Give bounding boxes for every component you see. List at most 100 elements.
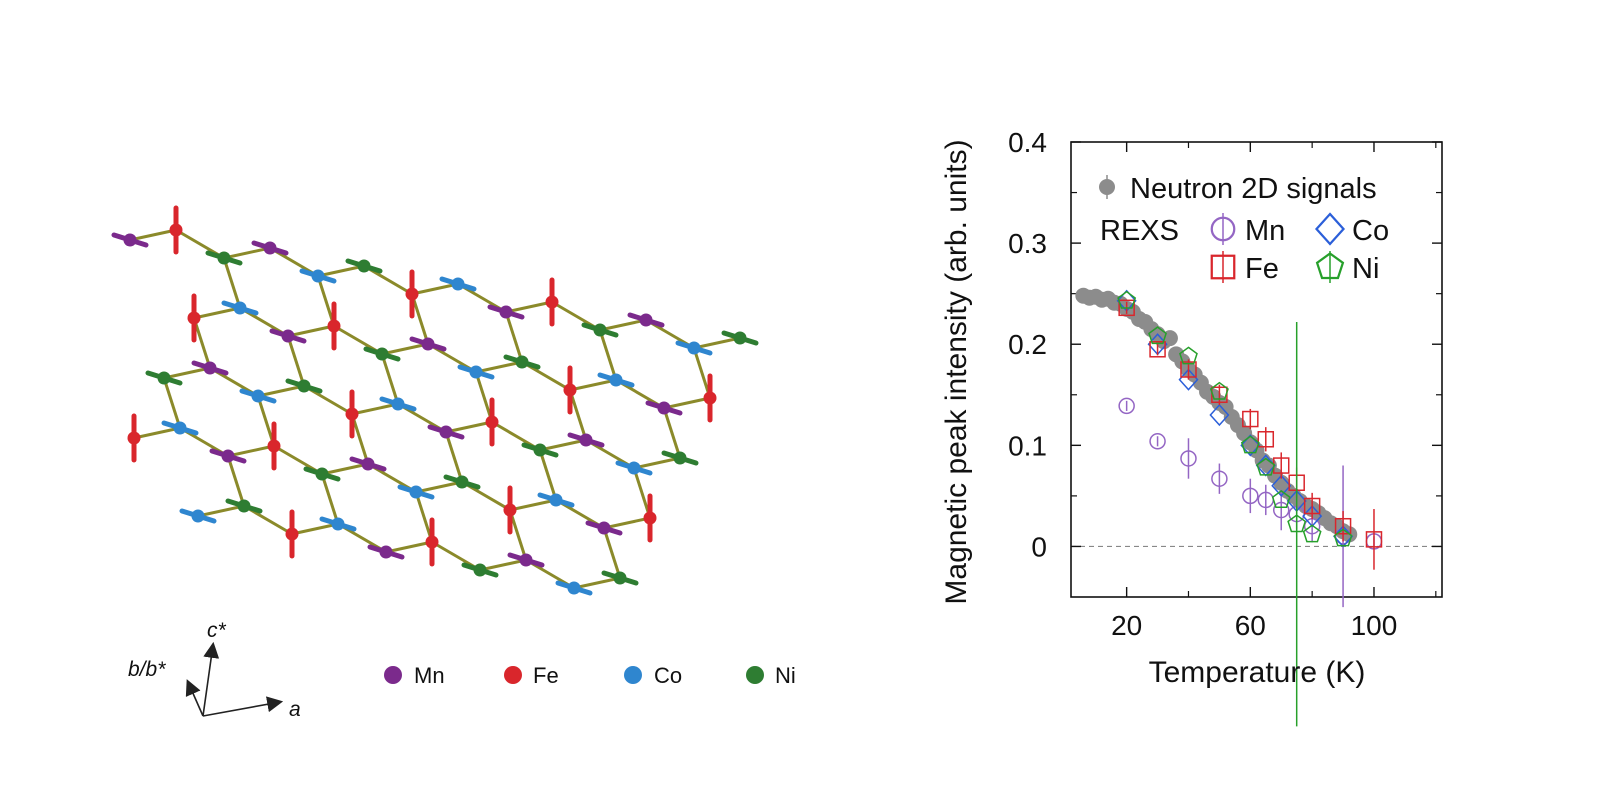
atom-ni xyxy=(357,259,371,273)
atom-fe xyxy=(267,439,281,453)
atom-mn xyxy=(361,457,375,471)
atom-co xyxy=(191,509,205,523)
legend-label-co: Co xyxy=(1352,215,1389,247)
data-point xyxy=(1334,517,1352,535)
fe-sphere-icon xyxy=(504,666,522,684)
lattice-bond xyxy=(538,449,558,501)
axis-a-arrow xyxy=(202,696,284,717)
atom-fe xyxy=(169,223,183,237)
axis-ticks: 0 0.1 0.2 0.3 0.4 20 60 100 xyxy=(1008,127,1442,641)
atom-fe xyxy=(327,319,341,333)
ni-sphere-icon xyxy=(746,666,764,684)
lattice-bond xyxy=(351,402,399,416)
atom-co xyxy=(451,277,465,291)
atom-ni xyxy=(315,467,329,481)
atom-co xyxy=(567,581,581,595)
atom-fe xyxy=(345,407,359,421)
axis-c-arrow xyxy=(202,641,220,717)
legend-item-mn: Mn xyxy=(384,663,445,688)
legend-marker-co xyxy=(1314,212,1346,246)
atom-mn xyxy=(379,545,393,559)
legend-marker-ni xyxy=(1315,251,1345,283)
honeycomb-lattice-diagram: a c* b/b* Mn Fe Co Ni xyxy=(111,205,796,721)
atom-co xyxy=(609,373,623,387)
atom-ni xyxy=(157,371,171,385)
axis-c-label: c* xyxy=(207,619,227,642)
data-marks xyxy=(1075,287,1383,727)
plot-border xyxy=(1070,141,1443,598)
legend-label-fe: Fe xyxy=(1245,253,1279,285)
legend-group-label-rexs: REXS xyxy=(1100,215,1179,247)
atom-mn xyxy=(499,305,513,319)
atom-co xyxy=(627,461,641,475)
atom-co xyxy=(409,485,423,499)
atom-ni xyxy=(733,331,747,345)
lattice-bond xyxy=(602,527,622,579)
lattice-bond xyxy=(508,509,528,561)
lattice-bond xyxy=(509,498,557,512)
atom-fe xyxy=(503,503,517,517)
y-tick-label: 0.4 xyxy=(1008,127,1047,158)
y-tick-label: 0.3 xyxy=(1008,228,1047,259)
lattice-bond xyxy=(316,275,336,327)
lattice-bond xyxy=(504,311,524,363)
lattice-bond xyxy=(286,335,306,387)
data-point xyxy=(1209,403,1230,427)
lattice-bond xyxy=(381,342,429,356)
lattice-bond xyxy=(573,576,621,590)
data-point xyxy=(1179,346,1198,365)
legend-item-ni: Ni xyxy=(746,663,796,688)
lattice-bond xyxy=(192,317,212,369)
atom-fe xyxy=(405,287,419,301)
series-neutron-2d-signals xyxy=(1075,287,1358,543)
atom-ni xyxy=(237,499,251,513)
series-fe xyxy=(1118,299,1383,570)
lattice-bond xyxy=(193,306,241,320)
atom-ni xyxy=(593,323,607,337)
atom-ni xyxy=(375,347,389,361)
axis-a-label: a xyxy=(289,698,301,721)
lattice-bond xyxy=(569,378,617,392)
axis-b-label: b/b* xyxy=(128,658,166,681)
legend-label-mn: Mn xyxy=(414,663,445,688)
atom-mn xyxy=(519,553,533,567)
data-point xyxy=(1148,326,1167,345)
data-point xyxy=(1365,531,1383,548)
data-point xyxy=(1209,381,1229,400)
lattice-bond xyxy=(474,371,494,423)
x-tick-label: 20 xyxy=(1111,610,1142,641)
lattice-bond xyxy=(317,264,365,278)
atom-mn xyxy=(597,521,611,535)
atom-fe xyxy=(563,383,577,397)
atom-mn xyxy=(221,449,235,463)
data-point xyxy=(1303,497,1321,515)
plot-area xyxy=(1070,141,1443,598)
atom-mn xyxy=(579,433,593,447)
lattice-bond xyxy=(197,504,245,518)
lattice-bond xyxy=(599,318,647,332)
atom-mn xyxy=(281,329,295,343)
lattice-bond xyxy=(256,395,276,447)
lattice-bond xyxy=(414,491,434,543)
atom-co xyxy=(549,493,563,507)
atom-fe xyxy=(545,295,559,309)
lattice-bond xyxy=(568,389,588,441)
data-point xyxy=(1180,450,1197,467)
atom-ni xyxy=(217,251,231,265)
chart-legend: Neutron 2D signals REXS Mn Co Fe Ni xyxy=(1099,173,1389,285)
atom-mn xyxy=(203,361,217,375)
legend-label-ni: Ni xyxy=(775,663,796,688)
data-point xyxy=(1257,431,1275,448)
data-point xyxy=(1242,487,1259,505)
lattice-bond xyxy=(445,420,493,434)
lattice-bond xyxy=(475,360,523,374)
lattice-bond xyxy=(320,473,340,525)
atom-ni xyxy=(673,451,687,465)
legend-label-mn: Mn xyxy=(1245,215,1285,247)
lattice-bond xyxy=(226,455,246,507)
lattice-bond xyxy=(410,293,430,345)
lattice-bond xyxy=(162,377,182,429)
lattice-structure xyxy=(111,205,759,596)
atom-mn xyxy=(263,241,277,255)
x-axis-label: Temperature (K) xyxy=(1149,656,1366,689)
